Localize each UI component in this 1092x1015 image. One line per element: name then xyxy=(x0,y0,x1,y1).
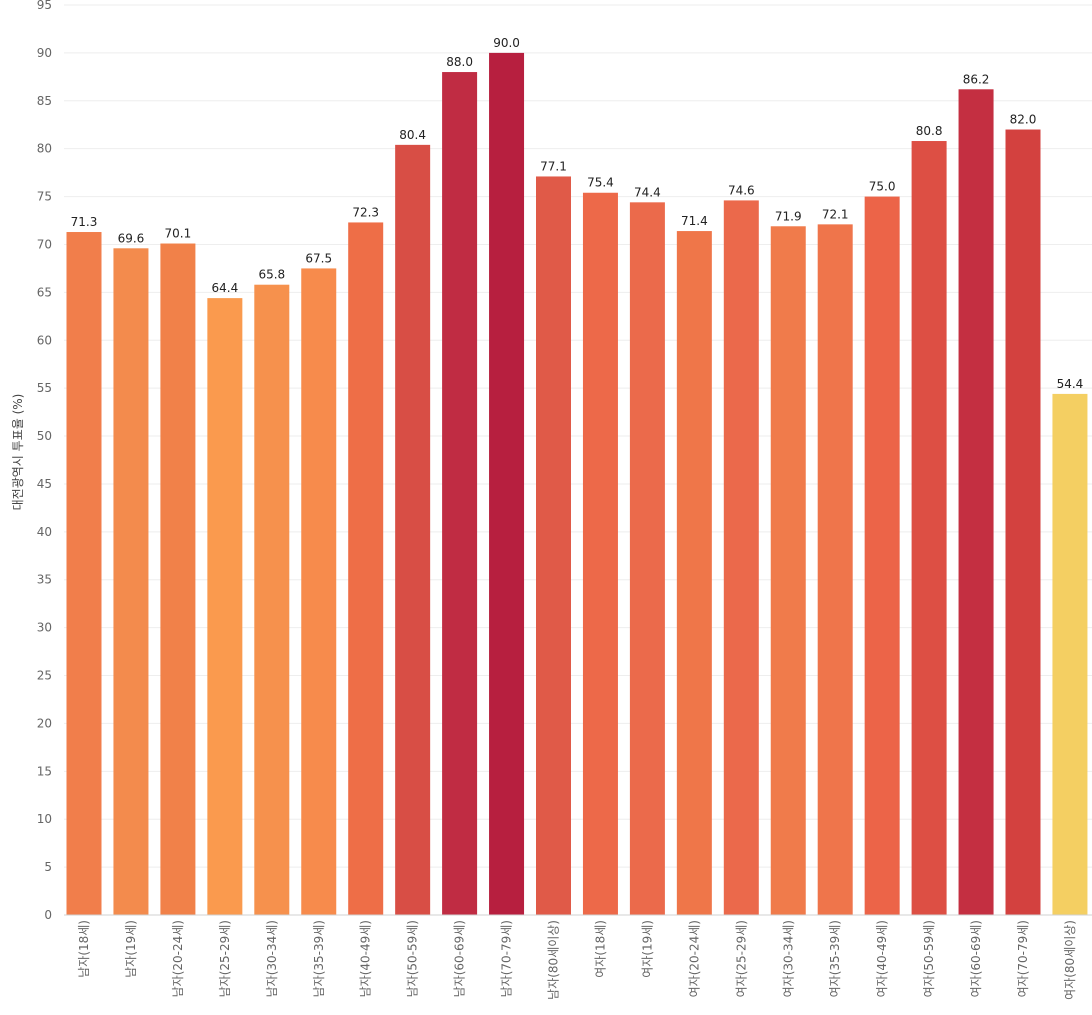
data-label: 80.8 xyxy=(916,124,943,138)
bars xyxy=(66,52,1088,916)
x-tick-label: 여자(50-59세) xyxy=(922,920,936,997)
x-tick-label: 남자(18세) xyxy=(77,920,91,978)
x-axis-labels: 남자(18세) 남자(19세) 남자(20-24세) 남자(25-29세) 남자(30-… xyxy=(77,920,1077,1000)
y-tick-label: 30 xyxy=(37,621,52,635)
y-tick-label: 5 xyxy=(44,860,52,874)
x-tick-label: 남자(20-24세) xyxy=(171,920,185,997)
bar xyxy=(723,200,759,915)
x-tick-label: 남자(80세이상) xyxy=(547,920,561,1000)
x-tick-label: 여자(60-69세) xyxy=(969,920,983,997)
x-tick-label: 여자(80세이상) xyxy=(1063,920,1077,1000)
bar xyxy=(817,224,853,915)
bar xyxy=(160,243,196,915)
y-tick-label: 35 xyxy=(37,573,52,587)
x-tick-label: 남자(30-34세) xyxy=(265,920,279,997)
data-label: 88.0 xyxy=(446,55,473,69)
data-label: 72.3 xyxy=(352,205,379,219)
bar xyxy=(301,268,337,916)
y-axis-ticks: 0 5 10 15 20 25 30 35 40 45 50 55 60 65 70 75 80 85 90 95 xyxy=(37,0,52,922)
x-tick-label: 남자(25-29세) xyxy=(218,920,232,997)
x-tick-label: 여자(25-29세) xyxy=(734,920,748,997)
x-tick-label: 남자(70-79세) xyxy=(500,920,514,997)
data-label: 90.0 xyxy=(493,36,520,50)
bar xyxy=(770,226,806,915)
bar xyxy=(582,192,618,915)
y-tick-label: 10 xyxy=(37,812,52,826)
x-tick-label: 여자(30-34세) xyxy=(781,920,795,997)
x-tick-label: 남자(50-59세) xyxy=(406,920,420,997)
y-tick-label: 65 xyxy=(37,285,52,299)
x-tick-label: 여자(35-39세) xyxy=(828,920,842,997)
bar xyxy=(958,89,994,915)
y-axis-title: 대전광역시 투표율 (%) xyxy=(11,394,25,511)
data-label: 74.6 xyxy=(728,183,755,197)
data-label: 74.4 xyxy=(634,185,661,199)
bar xyxy=(207,298,243,915)
bar xyxy=(489,52,525,916)
y-tick-label: 80 xyxy=(37,142,52,156)
bar xyxy=(1005,129,1041,916)
y-tick-label: 95 xyxy=(37,0,52,12)
x-tick-label: 여자(40-49세) xyxy=(875,920,889,997)
data-label: 64.4 xyxy=(211,281,238,295)
bar xyxy=(629,202,665,916)
data-label: 65.8 xyxy=(258,268,285,282)
x-tick-label: 남자(60-69세) xyxy=(453,920,467,997)
data-label: 75.4 xyxy=(587,176,614,190)
data-label: 67.5 xyxy=(305,251,332,265)
y-tick-label: 70 xyxy=(37,237,52,251)
bar xyxy=(254,284,290,915)
y-tick-label: 20 xyxy=(37,716,52,730)
y-tick-label: 85 xyxy=(37,94,52,108)
x-tick-label: 남자(40-49세) xyxy=(359,920,373,997)
y-tick-label: 25 xyxy=(37,669,52,683)
bar xyxy=(911,141,947,915)
y-tick-label: 45 xyxy=(37,477,52,491)
x-tick-label: 여자(19세) xyxy=(640,920,654,978)
bar xyxy=(395,144,431,915)
y-tick-label: 55 xyxy=(37,381,52,395)
data-label: 75.0 xyxy=(869,180,896,194)
value-labels: 71.3 69.6 70.1 64.4 65.8 67.5 72.3 80.4 88.0 90.0… xyxy=(71,36,1084,391)
data-label: 80.4 xyxy=(399,128,426,142)
data-label: 82.0 xyxy=(1010,113,1037,127)
y-tick-label: 60 xyxy=(37,333,52,347)
bar xyxy=(676,231,712,915)
x-tick-label: 여자(70-79세) xyxy=(1016,920,1030,997)
bar xyxy=(1052,393,1088,915)
data-label: 77.1 xyxy=(540,159,567,173)
data-label: 54.4 xyxy=(1057,377,1084,391)
data-label: 86.2 xyxy=(963,72,990,86)
bar xyxy=(66,232,102,915)
x-tick-label: 여자(18세) xyxy=(593,920,607,978)
data-label: 69.6 xyxy=(118,231,145,245)
x-tick-label: 남자(19세) xyxy=(124,920,138,978)
bar xyxy=(442,72,478,916)
data-label: 71.9 xyxy=(775,209,802,223)
y-tick-label: 90 xyxy=(37,46,52,60)
y-tick-label: 50 xyxy=(37,429,52,443)
bar xyxy=(864,196,900,915)
x-tick-label: 남자(35-39세) xyxy=(312,920,326,997)
bar xyxy=(113,248,149,915)
y-tick-label: 15 xyxy=(37,764,52,778)
y-tick-label: 0 xyxy=(44,908,52,922)
x-tick-label: 여자(20-24세) xyxy=(687,920,701,997)
y-tick-label: 75 xyxy=(37,190,52,204)
data-label: 70.1 xyxy=(165,227,192,241)
y-tick-label: 40 xyxy=(37,525,52,539)
data-label: 71.3 xyxy=(71,215,98,229)
data-label: 72.1 xyxy=(822,207,849,221)
bar xyxy=(536,176,571,916)
bar xyxy=(348,222,384,915)
data-label: 71.4 xyxy=(681,214,708,228)
